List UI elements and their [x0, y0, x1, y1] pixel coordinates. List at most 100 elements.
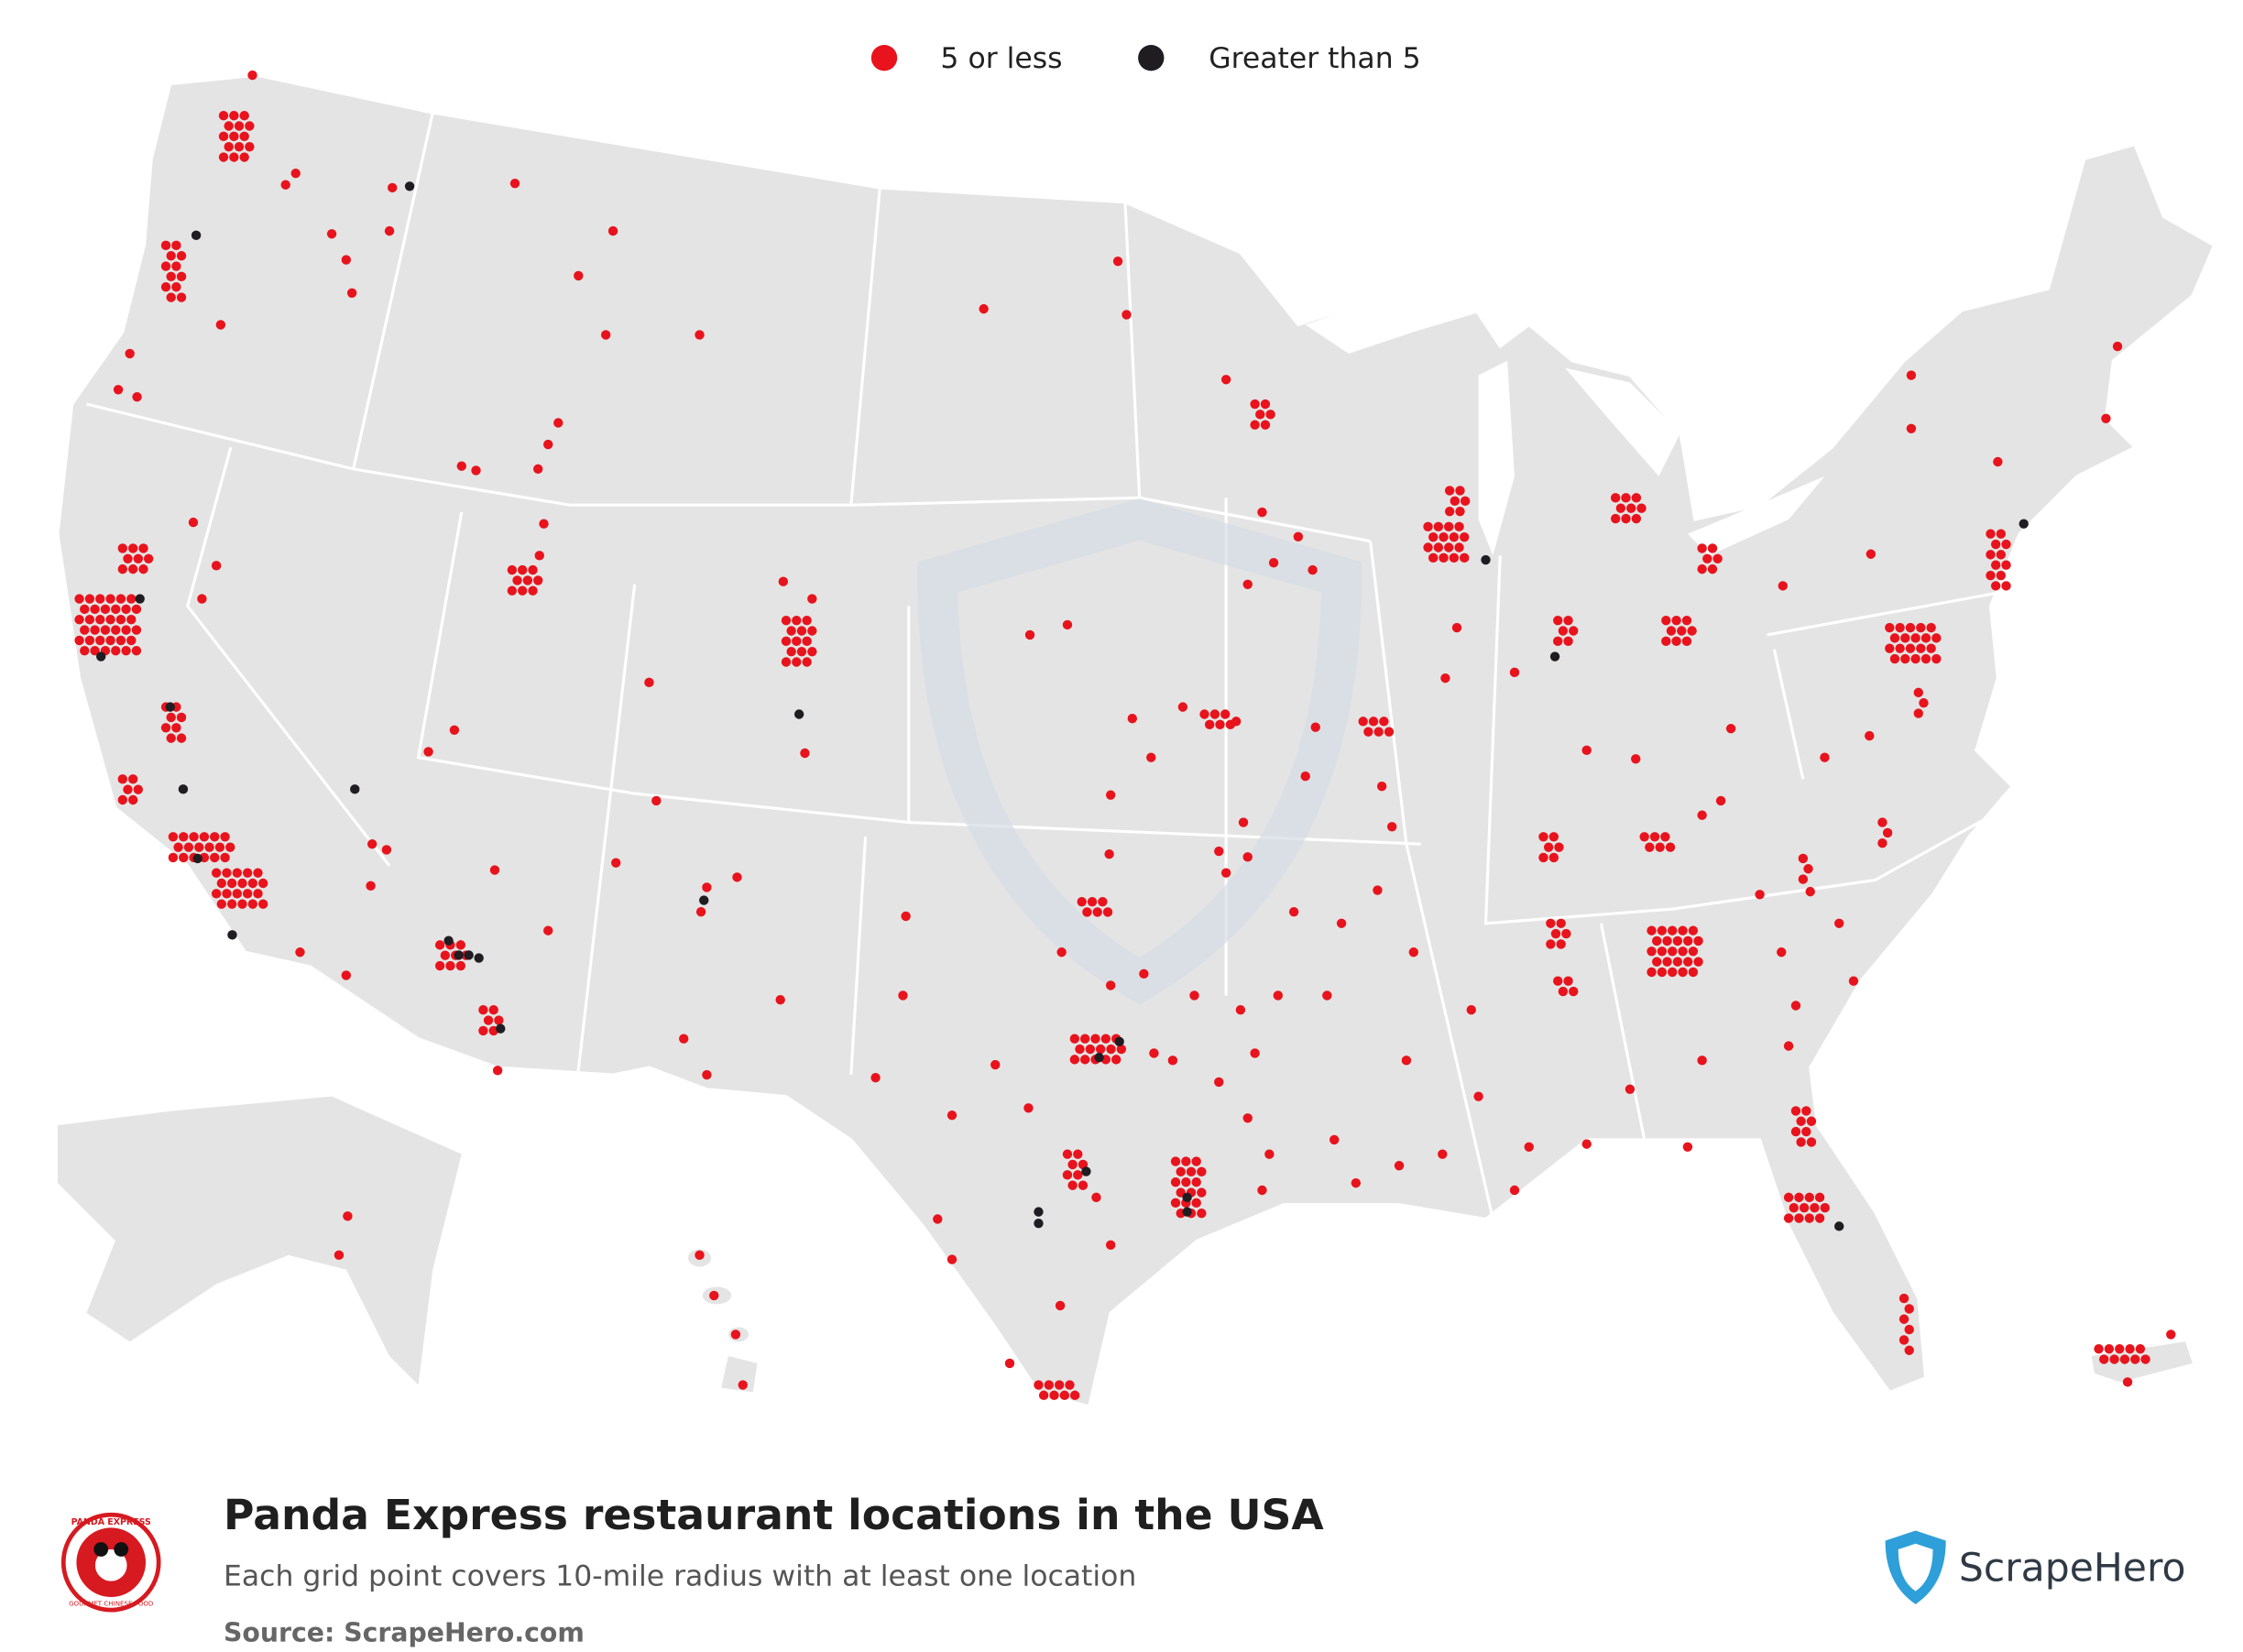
location-dot	[1238, 817, 1249, 827]
location-dot	[1697, 810, 1707, 820]
location-dot	[1235, 1005, 1246, 1015]
location-dot	[1553, 636, 1563, 647]
location-dot	[1242, 1113, 1253, 1123]
location-dot	[1905, 643, 1916, 653]
location-dot	[792, 636, 802, 647]
location-dot	[1444, 542, 1454, 552]
location-dot	[1900, 653, 1910, 664]
location-dot	[1790, 1126, 1801, 1137]
location-dot	[1558, 986, 1569, 997]
logo-text: PANDA EXPRESS	[71, 1517, 151, 1527]
location-dot	[1077, 896, 1087, 907]
location-dot	[253, 868, 263, 878]
location-dot	[1065, 1380, 1075, 1390]
location-dot	[84, 615, 95, 625]
location-dot	[95, 594, 105, 604]
location-dot	[280, 180, 290, 190]
location-dot	[176, 250, 187, 261]
location-dot	[168, 852, 179, 863]
location-dot	[1805, 886, 1815, 897]
location-dot	[702, 1069, 712, 1080]
location-dot	[2119, 1354, 2130, 1364]
location-dot	[1790, 1106, 1801, 1116]
location-dot	[115, 594, 126, 604]
location-dot	[189, 832, 199, 842]
location-dot	[1073, 1170, 1083, 1180]
location-dot	[802, 636, 812, 647]
location-dot	[218, 152, 229, 162]
location-dot	[553, 418, 563, 428]
location-dot	[1916, 622, 1926, 633]
location-dot	[1647, 925, 1657, 935]
location-dot	[1910, 633, 1920, 643]
location-dot	[1023, 1103, 1034, 1113]
location-dot	[1688, 946, 1699, 957]
location-dot	[127, 543, 138, 553]
location-dot	[1668, 925, 1678, 935]
location-dot	[1794, 1192, 1804, 1203]
location-dot	[1672, 957, 1683, 967]
location-dot	[1898, 1335, 1909, 1345]
location-dot	[117, 563, 128, 574]
location-dot	[807, 626, 817, 636]
location-dot	[143, 553, 154, 563]
location-dot	[1665, 842, 1676, 852]
location-dot	[1712, 553, 1723, 563]
location-dot	[2101, 413, 2111, 423]
location-dot	[171, 723, 181, 733]
location-dot	[179, 852, 189, 863]
location-dot	[220, 832, 230, 842]
location-dot	[1920, 633, 1931, 643]
location-dot	[534, 551, 544, 561]
location-dot	[522, 575, 533, 585]
location-dot	[512, 575, 522, 585]
location-dot	[2001, 539, 2011, 550]
location-dot	[807, 594, 817, 604]
location-dot	[1814, 1192, 1825, 1203]
location-dot	[173, 842, 183, 852]
location-dot	[123, 553, 133, 563]
location-dot	[1895, 643, 1905, 653]
location-dot	[111, 625, 121, 635]
location-dot	[1428, 531, 1439, 542]
location-dot	[800, 748, 810, 759]
location-dot	[95, 615, 105, 625]
location-dot	[247, 899, 258, 909]
location-dot	[1660, 832, 1670, 842]
location-dot	[253, 889, 263, 899]
location-dot	[1683, 957, 1693, 967]
location-dot	[84, 594, 95, 604]
location-dot	[1885, 643, 1895, 653]
location-dot	[127, 794, 138, 805]
location-dot	[192, 853, 202, 864]
location-dot	[1049, 1390, 1059, 1401]
location-dot	[166, 271, 176, 282]
location-dot	[74, 615, 84, 625]
location-dot	[1697, 1056, 1707, 1066]
location-dot	[1834, 918, 1844, 928]
location-dot	[494, 1015, 504, 1025]
location-dot	[1885, 622, 1895, 633]
location-dot	[1094, 1052, 1104, 1063]
location-dot	[528, 564, 538, 575]
location-dot	[1548, 832, 1559, 842]
location-dot	[105, 635, 115, 646]
location-dot	[166, 250, 176, 261]
location-dot	[1778, 581, 1789, 591]
location-dot	[96, 651, 106, 662]
location-dot	[933, 1214, 943, 1224]
location-dot	[1288, 906, 1299, 917]
location-dot	[160, 281, 171, 292]
location-dot	[901, 911, 911, 922]
location-dot	[218, 110, 229, 121]
location-dot	[1563, 976, 1573, 986]
location-dot	[1906, 370, 1917, 380]
location-dot	[792, 657, 802, 667]
location-dot	[574, 270, 584, 281]
location-dot	[1257, 1185, 1267, 1196]
location-dot	[1139, 968, 1149, 979]
location-dot	[1906, 423, 1917, 433]
location-dot	[1455, 486, 1465, 496]
